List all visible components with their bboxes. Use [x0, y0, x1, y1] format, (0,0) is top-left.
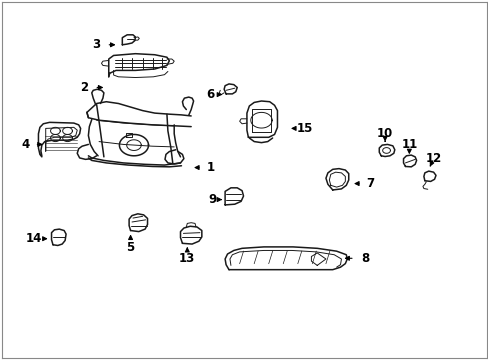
Text: 11: 11 [400, 138, 417, 151]
Text: 10: 10 [376, 127, 392, 140]
Text: 4: 4 [21, 138, 29, 151]
Text: 9: 9 [208, 193, 217, 206]
Text: 8: 8 [361, 252, 369, 265]
Text: 13: 13 [179, 252, 195, 265]
Text: 6: 6 [206, 88, 214, 101]
Text: 5: 5 [126, 241, 134, 254]
Text: 12: 12 [425, 152, 441, 165]
Text: 14: 14 [25, 232, 41, 245]
Text: 1: 1 [206, 161, 214, 174]
Text: 15: 15 [296, 122, 313, 135]
Text: 7: 7 [366, 177, 374, 190]
Text: 3: 3 [92, 38, 101, 51]
Text: 2: 2 [81, 81, 88, 94]
